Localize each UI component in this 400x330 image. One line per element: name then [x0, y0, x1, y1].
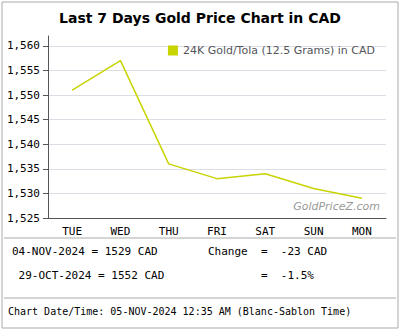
- svg-text:1,530: 1,530: [7, 187, 40, 200]
- svg-text:1,550: 1,550: [7, 89, 40, 102]
- svg-text:Change = -23 CAD: Change = -23 CAD: [208, 245, 327, 258]
- svg-text:SUN: SUN: [304, 225, 324, 238]
- svg-text:1,540: 1,540: [7, 138, 40, 151]
- svg-text:GoldPriceZ.com: GoldPriceZ.com: [293, 200, 380, 213]
- svg-text:Chart Date/Time: 05-NOV-2024 1: Chart Date/Time: 05-NOV-2024 12:35 AM (B…: [8, 306, 351, 317]
- svg-text:1,545: 1,545: [7, 113, 40, 126]
- svg-text:1,560: 1,560: [7, 39, 40, 52]
- svg-text:MON: MON: [352, 225, 372, 238]
- svg-text:04-NOV-2024 = 1529 CAD: 04-NOV-2024 = 1529 CAD: [12, 245, 158, 258]
- svg-text:29-OCT-2024 = 1552 CAD: 29-OCT-2024 = 1552 CAD: [12, 269, 164, 282]
- svg-text:24K Gold/Tola (12.5 Grams) in: 24K Gold/Tola (12.5 Grams) in CAD: [183, 44, 375, 57]
- svg-text:THU: THU: [159, 225, 179, 238]
- svg-text:Last 7 Days Gold Price Chart i: Last 7 Days Gold Price Chart in CAD: [59, 10, 341, 26]
- svg-text:WED: WED: [110, 225, 130, 238]
- svg-text:1,555: 1,555: [7, 64, 40, 77]
- svg-text:FRI: FRI: [207, 225, 227, 238]
- svg-text:= -1.5%: = -1.5%: [208, 269, 314, 282]
- svg-text:1,535: 1,535: [7, 162, 40, 175]
- svg-text:1,525: 1,525: [7, 212, 40, 225]
- svg-text:TUE: TUE: [62, 225, 82, 238]
- svg-text:SAT: SAT: [255, 225, 275, 238]
